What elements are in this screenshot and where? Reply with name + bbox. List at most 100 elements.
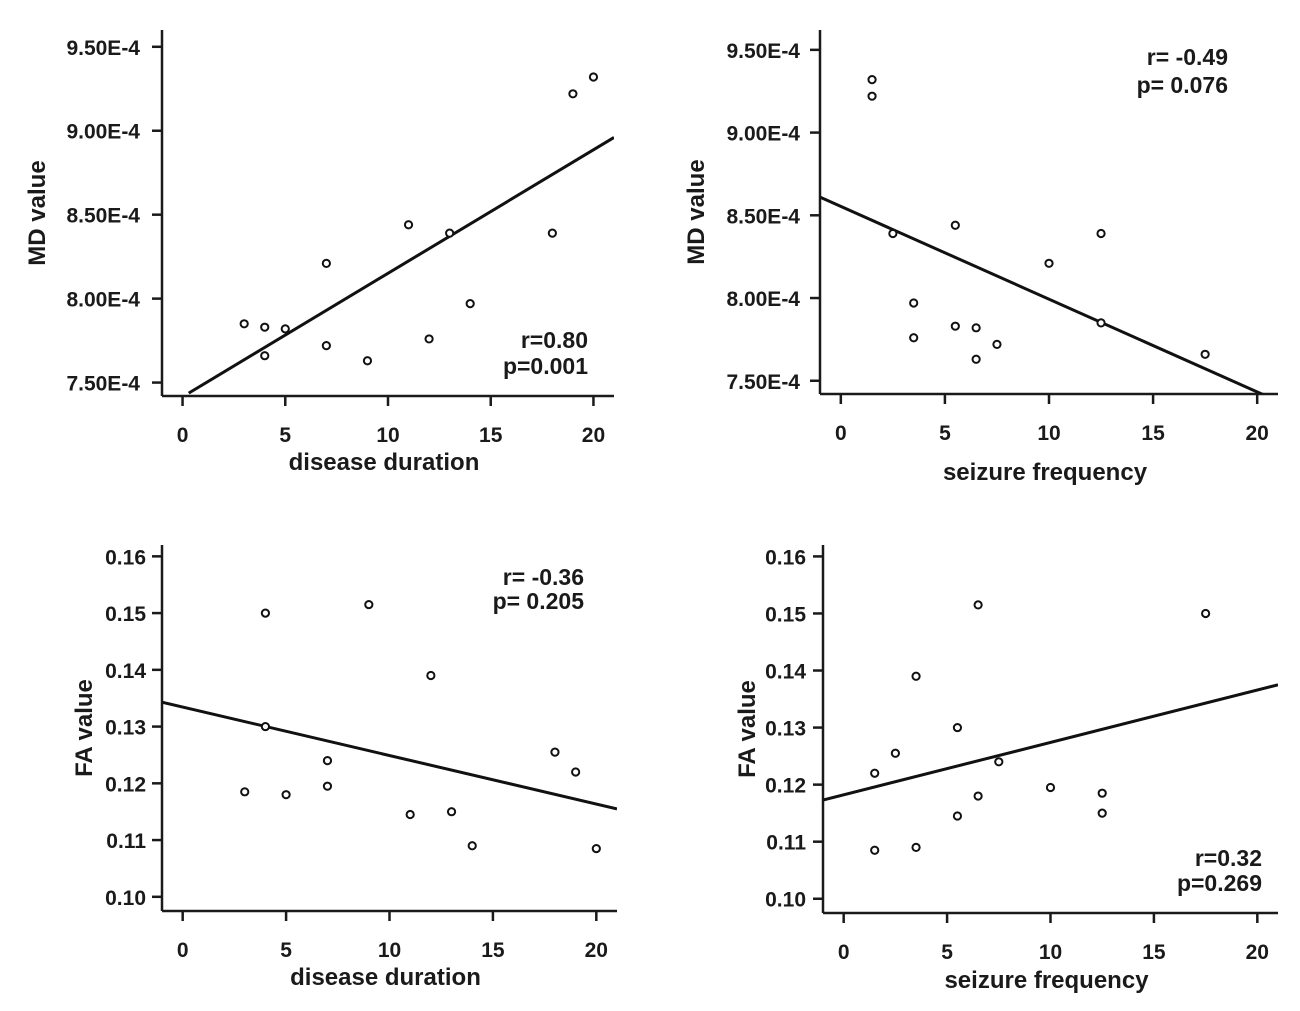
data-point bbox=[240, 787, 250, 797]
data-point bbox=[1097, 788, 1107, 798]
y-tick-label: 0.16 bbox=[105, 546, 146, 569]
regression-line bbox=[823, 683, 1278, 802]
y-tick-label: 8.50E-4 bbox=[726, 205, 800, 228]
y-axis-title: FA value bbox=[71, 679, 98, 777]
data-point bbox=[867, 75, 877, 85]
x-tick-label: 5 bbox=[280, 939, 292, 962]
data-point bbox=[1097, 808, 1107, 818]
x-tick-label: 20 bbox=[1246, 941, 1269, 964]
data-point bbox=[870, 845, 880, 855]
data-point bbox=[994, 757, 1004, 767]
x-axis-title: disease duration bbox=[289, 449, 480, 476]
y-tick-label: 0.10 bbox=[765, 889, 806, 912]
data-point bbox=[239, 319, 249, 329]
x-tick-label: 0 bbox=[177, 939, 189, 962]
correlation-r-label: r=0.32 bbox=[1195, 845, 1262, 871]
x-tick-label: 15 bbox=[1142, 941, 1166, 964]
data-point bbox=[950, 321, 960, 331]
data-point bbox=[911, 842, 921, 852]
x-axis-title: seizure frequency bbox=[943, 459, 1148, 486]
y-tick-label: 9.00E-4 bbox=[726, 123, 800, 146]
data-point bbox=[467, 841, 477, 851]
y-tick-label: 0.15 bbox=[765, 603, 806, 626]
data-point bbox=[445, 228, 455, 238]
y-tick-label: 0.12 bbox=[105, 773, 146, 796]
data-point bbox=[550, 747, 560, 757]
y-tick-label: 0.13 bbox=[765, 718, 806, 741]
x-tick-label: 5 bbox=[279, 424, 291, 447]
correlation-r-label: r= -0.49 bbox=[1147, 44, 1228, 70]
data-point bbox=[568, 89, 578, 99]
data-point bbox=[322, 781, 333, 791]
y-tick-label: 0.16 bbox=[765, 546, 806, 569]
fa-vs-disease-duration-panel: 0.10 0.11 0.12 0.13 0.14 0.15 0.16 0 5 10 15 20 dise… bbox=[71, 545, 617, 991]
x-tick-label: 0 bbox=[177, 424, 189, 447]
data-point bbox=[260, 608, 271, 618]
data-point bbox=[909, 298, 919, 308]
x-tick-label: 0 bbox=[838, 941, 850, 964]
y-tick-label: 9.50E-4 bbox=[66, 37, 140, 60]
x-tick-label: 5 bbox=[939, 422, 951, 445]
y-tick-label: 0.14 bbox=[105, 660, 146, 683]
data-point bbox=[867, 91, 877, 101]
data-point bbox=[973, 791, 983, 801]
md-vs-seizure-frequency-panel: 7.50E-4 8.00E-4 8.50E-4 9.00E-4 9.50E-4 0 5 10 1… bbox=[683, 30, 1278, 486]
x-tick-label: 15 bbox=[481, 939, 505, 962]
data-point bbox=[280, 324, 290, 334]
y-tick-label: 0.12 bbox=[765, 775, 806, 798]
x-tick-label: 10 bbox=[376, 424, 399, 447]
x-axis-title: disease duration bbox=[290, 964, 481, 991]
y-tick-label: 7.50E-4 bbox=[66, 373, 140, 396]
y-tick-label: 0.14 bbox=[765, 661, 806, 684]
data-point bbox=[971, 354, 981, 364]
y-axis-title: MD value bbox=[683, 159, 710, 264]
y-axis-title: FA value bbox=[734, 680, 761, 778]
data-point bbox=[1044, 258, 1054, 268]
regression-line bbox=[187, 136, 614, 395]
correlation-r-label: r=0.80 bbox=[521, 327, 588, 353]
x-tick-label: 20 bbox=[1246, 422, 1269, 445]
y-tick-label: 8.00E-4 bbox=[66, 289, 140, 312]
data-point bbox=[364, 599, 374, 610]
data-point bbox=[426, 670, 436, 681]
data-point bbox=[971, 323, 981, 333]
data-point bbox=[909, 333, 919, 343]
data-point bbox=[588, 72, 599, 82]
data-point bbox=[870, 768, 880, 778]
y-tick-label: 0.10 bbox=[105, 887, 146, 910]
data-point bbox=[1200, 349, 1210, 359]
data-point bbox=[362, 356, 373, 366]
data-point bbox=[281, 790, 291, 800]
data-point bbox=[890, 748, 900, 758]
data-point bbox=[1096, 228, 1106, 239]
x-tick-label: 0 bbox=[835, 422, 847, 445]
y-tick-label: 8.00E-4 bbox=[726, 288, 800, 311]
y-tick-label: 0.11 bbox=[766, 832, 806, 855]
y-axis-title: MD value bbox=[24, 160, 51, 265]
fa-vs-seizure-frequency-panel: 0.10 0.11 0.12 0.13 0.14 0.15 0.16 0 5 10 15 20 seiz… bbox=[734, 545, 1278, 994]
data-point bbox=[321, 341, 331, 351]
correlation-p-label: p= 0.205 bbox=[493, 588, 585, 614]
y-tick-label: 8.50E-4 bbox=[66, 205, 140, 228]
data-point bbox=[952, 722, 963, 733]
data-point bbox=[465, 299, 475, 309]
regression-line bbox=[162, 700, 617, 811]
x-tick-label: 10 bbox=[1037, 422, 1060, 445]
x-tick-label: 15 bbox=[1141, 422, 1165, 445]
correlation-p-label: p=0.001 bbox=[503, 353, 588, 379]
data-point bbox=[591, 843, 601, 854]
correlation-p-label: p=0.269 bbox=[1177, 870, 1262, 896]
y-tick-label: 0.11 bbox=[106, 830, 146, 853]
x-tick-label: 10 bbox=[1039, 941, 1062, 964]
y-tick-label: 0.15 bbox=[105, 603, 146, 626]
x-axis-title: seizure frequency bbox=[944, 967, 1149, 994]
data-point bbox=[403, 220, 414, 230]
data-point bbox=[547, 228, 557, 238]
data-point bbox=[322, 756, 333, 766]
data-point bbox=[1201, 608, 1211, 619]
data-point bbox=[571, 767, 581, 777]
data-point bbox=[260, 322, 270, 332]
data-point bbox=[1096, 318, 1106, 328]
x-tick-label: 10 bbox=[378, 939, 401, 962]
